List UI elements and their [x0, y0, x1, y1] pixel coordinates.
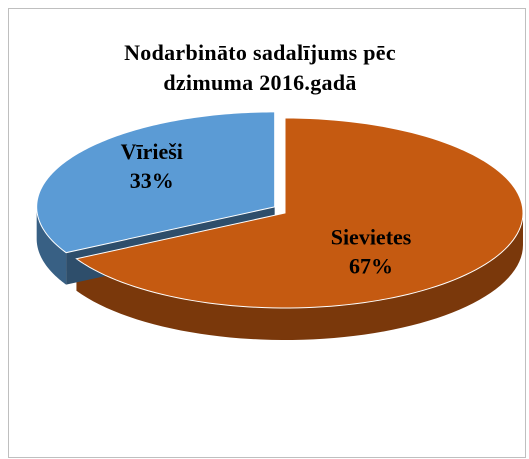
chart-title: Nodarbināto sadalījums pēc dzimuma 2016.… [124, 40, 396, 95]
slice-label: Vīrieši [121, 139, 183, 164]
pie-slice-side [36, 206, 67, 285]
pie-slice-side [76, 213, 523, 340]
slice-value-label: 33% [130, 168, 174, 193]
slice-value-label: 67% [349, 253, 393, 278]
pie-slice [36, 111, 276, 254]
chart-frame [8, 8, 526, 458]
slice-label: Sievietes [331, 224, 412, 249]
pie-slice [75, 117, 524, 309]
